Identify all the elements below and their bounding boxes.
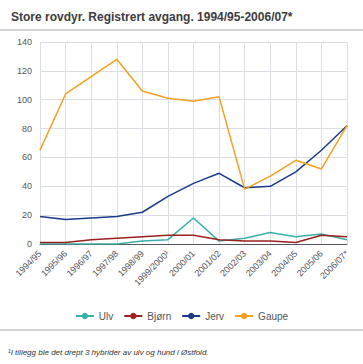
svg-text:Gaupe: Gaupe (258, 311, 288, 322)
svg-text:2000/01: 2000/01 (167, 248, 197, 278)
svg-text:140: 140 (17, 37, 32, 47)
svg-text:1998/99: 1998/99 (115, 248, 146, 279)
svg-text:2004/05: 2004/05 (269, 248, 299, 278)
svg-text:2006/07*: 2006/07* (318, 248, 351, 281)
svg-text:Ulv: Ulv (99, 311, 113, 322)
svg-text:Jerv: Jerv (205, 311, 224, 322)
svg-text:1995/96: 1995/96 (39, 248, 69, 278)
svg-text:Store rovdyr. Registrert avgan: Store rovdyr. Registrert avgang. 1994/95… (11, 10, 293, 24)
svg-text:1994/95: 1994/95 (13, 248, 43, 278)
svg-text:100: 100 (17, 95, 32, 105)
svg-text:1999/2000¹: 1999/2000¹ (132, 248, 171, 287)
svg-text:1996/97: 1996/97 (65, 248, 95, 278)
svg-text:0: 0 (27, 239, 32, 249)
svg-text:40: 40 (22, 181, 32, 191)
svg-text:2001/02: 2001/02 (193, 248, 223, 278)
svg-text:¹I tillegg ble det drept 3 hyb: ¹I tillegg ble det drept 3 hybrider av u… (8, 348, 209, 357)
svg-text:60: 60 (22, 152, 32, 162)
svg-text:80: 80 (22, 124, 32, 134)
svg-text:2003/04: 2003/04 (244, 248, 274, 278)
svg-text:2002/03: 2002/03 (218, 248, 248, 278)
svg-text:120: 120 (17, 66, 32, 76)
svg-text:1997/98: 1997/98 (90, 248, 120, 278)
svg-text:20: 20 (22, 210, 32, 220)
svg-text:Bjørn: Bjørn (147, 311, 171, 322)
svg-text:2005/06: 2005/06 (294, 248, 325, 279)
